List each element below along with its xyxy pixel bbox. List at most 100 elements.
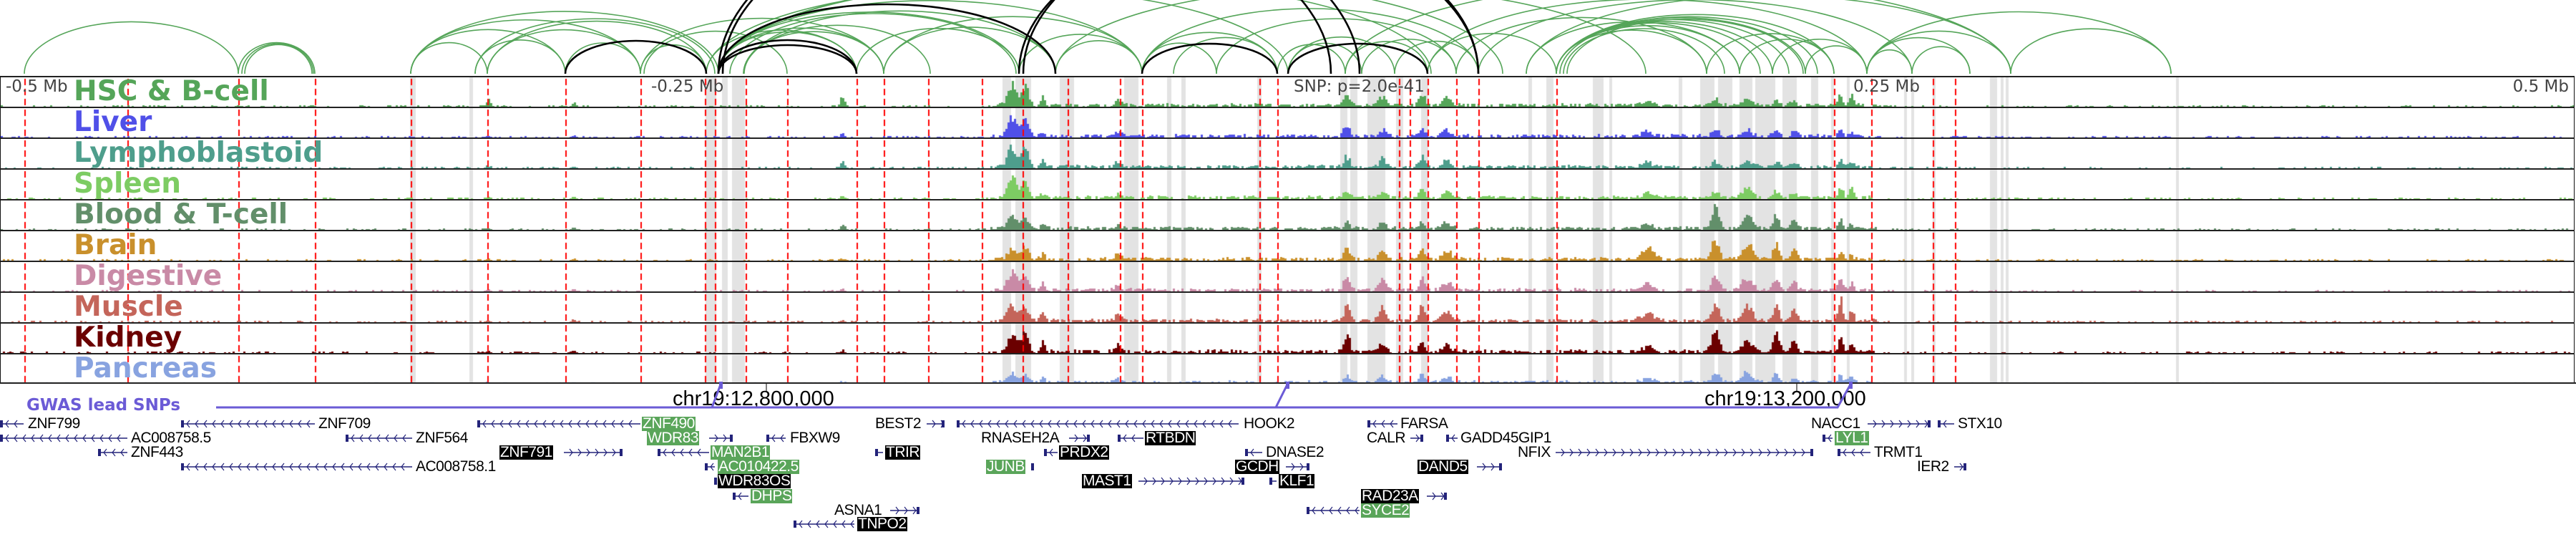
gene-label[interactable]: AC008758.1 xyxy=(416,458,496,475)
gene-label[interactable]: ZNF443 xyxy=(131,444,183,460)
gwas-lead-snps-label: GWAS lead SNPs xyxy=(26,396,181,415)
gene-label[interactable]: KLF1 xyxy=(1279,473,1315,489)
gene-label[interactable]: JUNB xyxy=(986,458,1025,475)
gene-label[interactable]: ZNF791 xyxy=(499,444,553,460)
gene-exon xyxy=(794,521,796,528)
strand-arrow-icon xyxy=(272,420,276,428)
strand-arrow-icon xyxy=(824,520,829,528)
gene-label[interactable]: ASNA1 xyxy=(834,502,882,518)
gene-label[interactable]: DHPS xyxy=(751,488,793,504)
gene-label[interactable]: STX10 xyxy=(1958,415,2002,432)
chromatin-loop-arc xyxy=(1141,8,1479,74)
gene-model xyxy=(766,434,786,442)
strand-arrow-icon xyxy=(394,434,398,442)
gene-model xyxy=(1044,448,1058,457)
chromatin-loop-arc xyxy=(241,43,314,74)
strand-arrow-icon xyxy=(1291,463,1295,471)
gene-model xyxy=(1410,434,1423,442)
gene-label[interactable]: MAST1 xyxy=(1082,473,1132,489)
gene-label[interactable]: FBXW9 xyxy=(790,430,840,446)
gene-exon xyxy=(1269,478,1272,485)
gene-label[interactable]: WDR83 xyxy=(647,430,700,446)
strand-arrow-icon xyxy=(1204,477,1208,485)
gene-label[interactable]: AC010422.5 xyxy=(718,458,799,475)
track-label: Muscle xyxy=(74,291,183,323)
strand-arrow-icon xyxy=(1337,506,1342,515)
gene-model xyxy=(709,434,733,442)
gene-label[interactable]: NACC1 xyxy=(1811,415,1860,432)
gene-label[interactable]: DAND5 xyxy=(1418,458,1468,475)
gene-label[interactable]: DNASE2 xyxy=(1266,444,1324,460)
strand-arrow-icon xyxy=(385,434,389,442)
gene-label[interactable]: ZNF799 xyxy=(28,415,80,432)
gene-label[interactable]: BEST2 xyxy=(875,415,922,432)
strand-arrow-icon xyxy=(366,463,371,471)
gene-model xyxy=(1069,434,1090,442)
strand-arrow-icon xyxy=(1211,420,1215,428)
gene-model xyxy=(733,492,748,500)
gene-label[interactable]: GCDH xyxy=(1235,458,1279,475)
gene-label[interactable]: GADD45GIP1 xyxy=(1460,430,1551,446)
strand-arrow-icon xyxy=(1750,448,1754,457)
signal-track-canvas xyxy=(1,139,2574,168)
gene-exon xyxy=(917,507,919,514)
track-label: HSC & B-cell xyxy=(74,75,269,107)
strand-arrow-icon xyxy=(912,506,917,515)
strand-arrow-icon xyxy=(904,506,908,515)
strand-arrow-icon xyxy=(195,420,199,428)
strand-arrow-icon xyxy=(491,420,495,428)
strand-arrow-icon xyxy=(1039,420,1043,428)
strand-arrow-icon xyxy=(697,448,701,457)
strand-arrow-icon xyxy=(620,420,624,428)
strand-arrow-icon xyxy=(970,420,975,428)
strand-arrow-icon xyxy=(255,463,259,471)
strand-arrow-icon xyxy=(525,420,530,428)
gene-label[interactable]: HOOK2 xyxy=(1244,415,1295,432)
gene-label[interactable]: NFIX xyxy=(1518,444,1551,460)
gene-label[interactable]: ZNF709 xyxy=(318,415,371,432)
chromatin-loop-arc xyxy=(1559,16,1818,74)
axis-label-left-mid: -0.25 Mb xyxy=(651,77,724,96)
gene-label[interactable]: RAD23A xyxy=(1361,488,1419,504)
signal-track xyxy=(0,107,2575,137)
gene-label[interactable]: IER2 xyxy=(1917,458,1949,475)
strand-arrow-icon xyxy=(1415,434,1420,442)
signal-track-canvas xyxy=(1,170,2574,199)
chromatin-loop-arc xyxy=(1055,40,1143,74)
gene-label[interactable]: LYL1 xyxy=(1835,430,1869,446)
gene-exon xyxy=(0,420,3,427)
gene-label[interactable]: RNASEH2A xyxy=(981,430,1060,446)
gene-model xyxy=(1367,420,1397,428)
gene-exon xyxy=(1810,449,1813,456)
strand-arrow-icon xyxy=(1715,448,1719,457)
strand-arrow-icon xyxy=(1792,448,1797,457)
strand-arrow-icon xyxy=(238,463,242,471)
gene-label[interactable]: SYCE2 xyxy=(1361,502,1410,518)
significant-loop-arc xyxy=(1018,0,1480,74)
gene-label[interactable]: ZNF564 xyxy=(416,430,468,446)
gene-label[interactable]: ZNF490 xyxy=(642,415,696,432)
strand-arrow-icon xyxy=(738,492,742,500)
gene-label[interactable]: TNPO2 xyxy=(857,516,907,532)
chromatin-loop-arc xyxy=(1563,28,1725,74)
gene-exon xyxy=(1928,420,1931,427)
strand-arrow-icon xyxy=(1390,420,1394,428)
gene-label[interactable]: RTBDN xyxy=(1145,430,1196,446)
gene-label[interactable]: MAN2B1 xyxy=(711,444,771,460)
gene-model xyxy=(957,420,1239,428)
gene-label[interactable]: TRIR xyxy=(885,444,920,460)
gene-model xyxy=(794,520,854,528)
strand-arrow-icon xyxy=(1758,448,1762,457)
gene-label[interactable]: WDR83OS xyxy=(718,473,791,489)
gene-label[interactable]: CALR xyxy=(1367,430,1406,446)
chromatin-loop-arc xyxy=(640,17,884,74)
gene-label[interactable]: FARSA xyxy=(1400,415,1448,432)
gene-label[interactable]: AC008758.5 xyxy=(131,430,211,446)
strand-arrow-icon xyxy=(1142,420,1146,428)
gene-label[interactable]: PRDX2 xyxy=(1059,444,1109,460)
gene-model xyxy=(1477,463,1502,471)
gene-label[interactable]: TRMT1 xyxy=(1874,444,1923,460)
chromatin-loop-arc xyxy=(1866,37,1971,74)
strand-arrow-icon xyxy=(841,520,846,528)
strand-arrow-icon xyxy=(263,420,268,428)
